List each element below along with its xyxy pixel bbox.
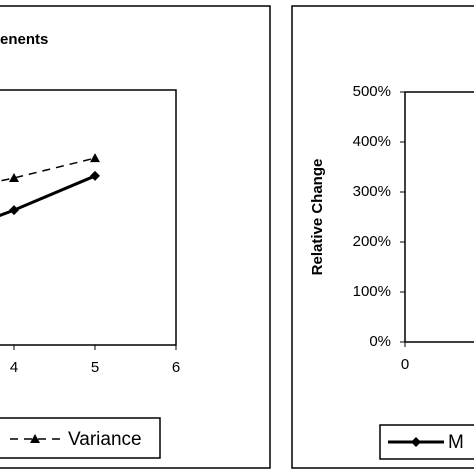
chart-title: enents <box>0 31 48 48</box>
y-tick-label: 200% <box>353 233 391 250</box>
point <box>90 153 100 163</box>
y-tick-label: 400% <box>353 133 391 150</box>
y-tick-label: 100% <box>353 283 391 300</box>
x-tick-label: 5 <box>91 359 99 376</box>
y-tick-label: 0% <box>369 333 391 350</box>
point <box>9 172 19 182</box>
x-tick-label: 4 <box>10 359 18 376</box>
legend-label: M <box>448 432 464 453</box>
point <box>90 170 100 181</box>
y-tick-label: 300% <box>353 183 391 200</box>
right-plot-area <box>404 91 474 343</box>
y-axis-title: Relative Change <box>309 159 326 276</box>
y-tick-label: 500% <box>353 83 391 100</box>
legend-label: Variance <box>68 429 142 450</box>
left-chart-frame <box>0 5 271 469</box>
legend-marker <box>411 437 421 447</box>
left-legend-box <box>0 417 161 459</box>
right-chart-frame <box>291 5 474 469</box>
point <box>9 205 19 216</box>
plot-series <box>0 153 100 217</box>
x-tick-label: 6 <box>172 359 180 376</box>
left-plot-area <box>0 89 177 346</box>
x-tick-label: 0 <box>401 356 409 373</box>
legend-marker <box>30 434 40 443</box>
